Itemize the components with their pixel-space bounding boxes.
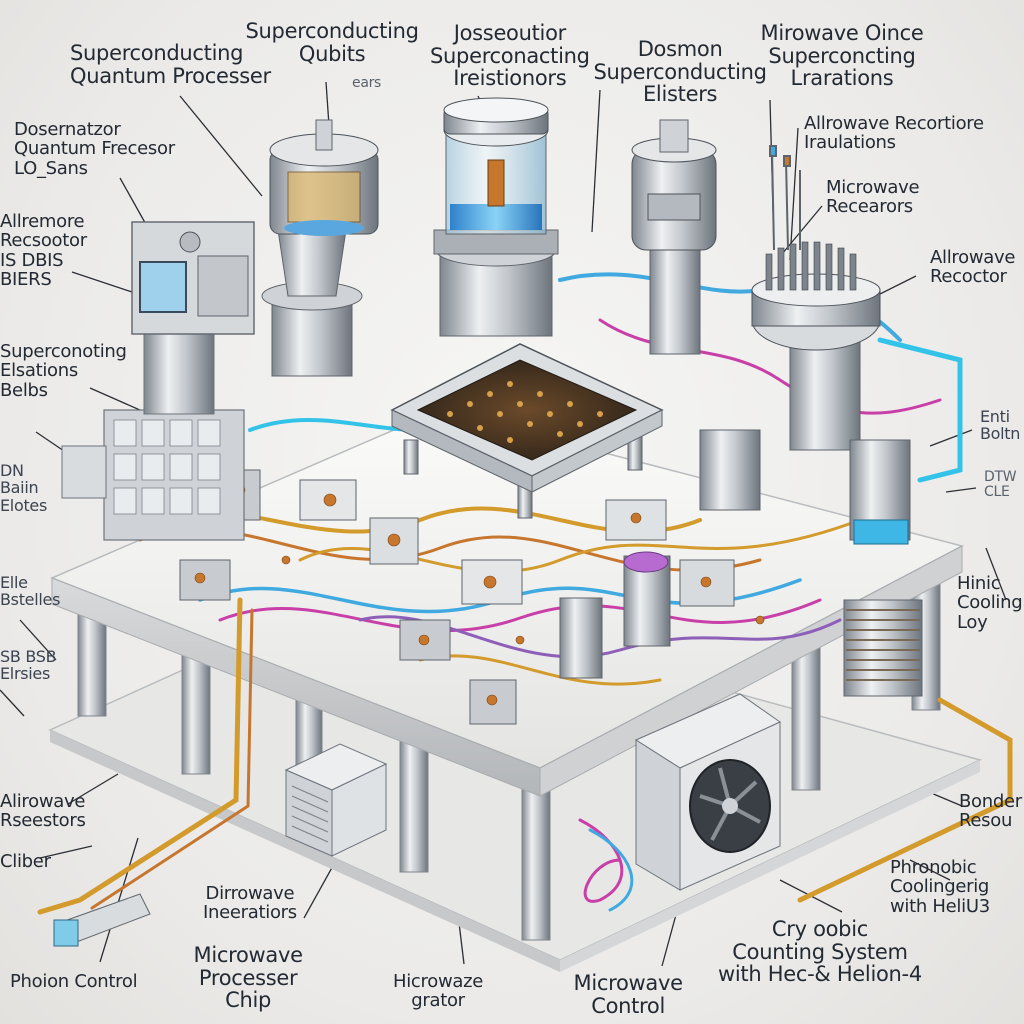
label-sb-elrsies: SB BSB Elrsies [0,647,57,684]
label-hinic-cooling: Hinic Cooling Loy [957,573,1023,633]
vent-box [284,743,388,857]
label-photon-ctl: Phoion Control [10,971,138,992]
label-dirowave-inc: Dirrowave Ineeratiors [203,883,297,924]
label-josephson: Josseoutior Superconacting Ireistionors [430,21,590,91]
label-sc-elsations: Superconoting Elsations Belbs [0,341,127,401]
cooling-fan-unit [634,693,782,891]
label-hicrowaze: Hicrowaze grator [393,971,484,1012]
processor-chip [390,343,664,519]
label-dn-betes: DN Baiin Elotes [0,461,47,515]
label-cryoobic: Cry oobic Counting System with Hec-& Hel… [718,917,922,987]
antenna-probes [769,145,801,251]
label-alw-recsootor: Allremore Recsootor IS DBIS BIERS [0,211,87,291]
label-sq-qp: Superconducting Quantum Processer [70,41,271,88]
right-cylinder [631,119,717,355]
label-mw-control: Microwave Control [573,971,684,1018]
label-dose-qp: Dosernatzor Quantum Frecesor LO_Sans [14,119,175,179]
label-cliber: Cliber [0,851,51,872]
photon-probe [53,893,151,947]
resonator-tower [751,241,911,545]
left-component-blocks [61,221,255,541]
label-sq-qp-sub: ears [352,75,382,91]
label-sq-qubits: Superconducting Qubits [245,19,419,66]
label-alw-resonators: Allrowave Recortiore Iraulations [804,113,984,154]
glass-cryostat [433,97,559,337]
label-microwave-res: Microwave Recearors [826,177,920,218]
label-dosmon: Dosmon Superconducting Elisters [593,37,767,107]
label-dtw-cle: DTW CLE [984,469,1017,501]
cooling-coil [843,599,923,697]
label-bstelles: Elle Bstelles [0,573,61,610]
label-ent-bolt: Enti Boltn [980,407,1021,444]
qubit-tower [261,119,379,377]
label-mw-oince: Mirowave Oince Superconcting Lrarations [760,21,924,91]
label-bonder-resou: Bonder Resou [959,791,1022,832]
label-mw-proc-chip: Microwave Processer Chip [193,943,304,1013]
label-phronobic: Phronobic Coolingerig with HeliU3 [890,857,990,917]
label-mw-rseestors: Alirowave Rseestors [0,791,86,832]
label-alw-recoctor: Allrowave Recoctor [930,247,1016,288]
component-clutter [179,429,765,725]
